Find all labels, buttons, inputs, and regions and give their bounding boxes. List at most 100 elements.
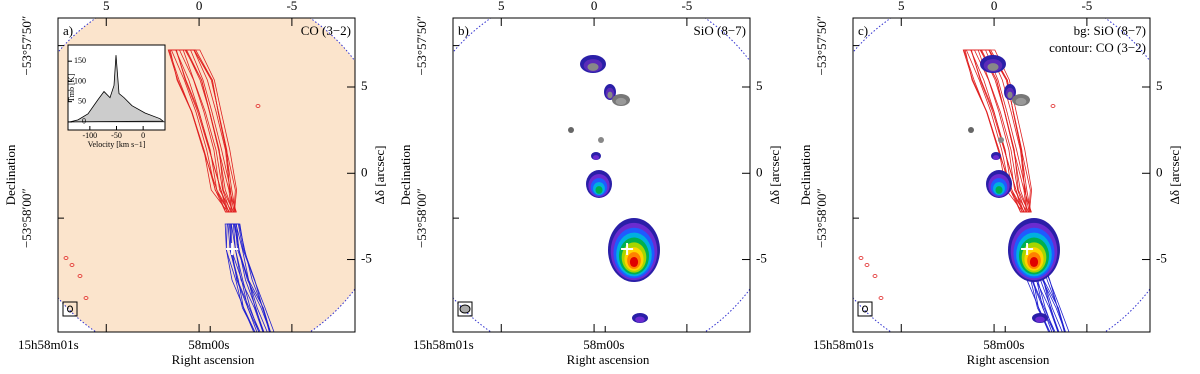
y-tick-label: 5 (1156, 78, 1163, 93)
emission (1029, 256, 1039, 268)
inset-x-label: Velocity [km s−1] (88, 140, 146, 149)
x-tick-label: 5 (103, 0, 110, 13)
x-tick-label: -5 (681, 0, 692, 13)
beam-box (62, 301, 78, 317)
spectrum (69, 55, 165, 123)
emission (635, 316, 645, 323)
ra-tick-label: 15h58m01s (18, 337, 79, 352)
x-tick-label: -5 (1081, 0, 1092, 13)
panel-label: a) (63, 23, 73, 38)
inset-y-label: Tmb [K] (67, 74, 76, 103)
frame (57, 17, 356, 333)
frame (452, 17, 751, 333)
emission (607, 91, 613, 99)
contour (230, 223, 268, 332)
ra-tick-label: 58m00s (983, 337, 1024, 352)
panel-label: b) (458, 23, 469, 38)
inset-y-tick-label: 50 (78, 96, 86, 105)
emission (1015, 97, 1027, 106)
contour (1050, 104, 1056, 108)
x-axis-label: Right ascension (967, 352, 1050, 367)
beam-box (457, 301, 473, 317)
map-panel (853, 18, 1150, 332)
emission (995, 186, 1003, 194)
contour (878, 296, 884, 300)
contour (977, 49, 1030, 213)
x-axis-label: Right ascension (172, 352, 255, 367)
emission (968, 127, 974, 133)
dec-tick-label: −53°58′00″ (414, 188, 429, 248)
inset-x-tick-label: -50 (111, 131, 122, 140)
y2-axis-label: Δδ [arcsec] (372, 146, 387, 205)
y-tick-label: 0 (756, 164, 763, 179)
contour (83, 296, 89, 300)
y-axis-label: Declination (398, 144, 413, 205)
emission (615, 97, 627, 106)
inset-y-tick-label: 150 (74, 56, 86, 65)
x-tick-label: 5 (898, 0, 905, 13)
contour (170, 49, 237, 213)
y-tick-label: -5 (1156, 251, 1167, 266)
x-tick-label: 0 (591, 0, 598, 13)
beam-ellipse (862, 305, 868, 313)
dec-tick-label: −53°58′00″ (814, 188, 829, 248)
contour (965, 49, 1032, 213)
beam-ellipse (67, 305, 73, 313)
emission (1007, 91, 1013, 99)
y-axis-label: Declination (3, 144, 18, 205)
contour (77, 274, 83, 278)
contour (230, 223, 264, 332)
dec-tick-label: −53°57′50″ (814, 16, 829, 76)
emission (568, 127, 574, 133)
ra-tick-label: 58m00s (188, 337, 229, 352)
contour (858, 256, 864, 260)
ra-tick-label: 15h58m01s (413, 337, 474, 352)
contour (182, 49, 235, 213)
contour (229, 223, 270, 332)
contour (224, 223, 275, 332)
dec-tick-label: −53°58′00″ (19, 188, 34, 248)
panel-title: bg: SiO (8−7) (1074, 23, 1146, 38)
emission (987, 63, 999, 71)
emission (587, 63, 599, 71)
emission (998, 137, 1004, 143)
inset-y-tick-label: 100 (74, 76, 86, 85)
dec-tick-label: −53°57′50″ (414, 16, 429, 76)
contour (69, 263, 75, 267)
panel-label: c) (858, 23, 868, 38)
x-tick-label: 5 (498, 0, 505, 13)
contour (872, 274, 878, 278)
inset-x-tick-label: 0 (141, 131, 145, 140)
y-tick-label: -5 (361, 251, 372, 266)
inset-x-tick-label: -100 (83, 131, 98, 140)
contour (864, 263, 870, 267)
emission (598, 137, 604, 143)
emission (593, 155, 599, 160)
emission (629, 256, 639, 268)
contour (255, 104, 261, 108)
contour (63, 256, 69, 260)
dec-tick-label: −53°57′50″ (19, 16, 34, 76)
y-tick-label: -5 (756, 251, 767, 266)
y2-axis-label: Δδ [arcsec] (1167, 146, 1182, 205)
y-tick-label: 0 (361, 164, 368, 179)
y-tick-label: 5 (756, 78, 763, 93)
panel-title: contour: CO (3−2) (1049, 40, 1146, 55)
emission (993, 155, 999, 160)
y2-axis-label: Δδ [arcsec] (767, 146, 782, 205)
beam-ellipse (459, 304, 471, 314)
frame (852, 17, 1151, 333)
y-tick-label: 0 (1156, 164, 1163, 179)
x-tick-label: 0 (991, 0, 998, 13)
y-tick-label: 5 (361, 78, 368, 93)
emission (595, 186, 603, 194)
panel-title: SiO (8−7) (694, 23, 746, 38)
panel-title: CO (3−2) (301, 23, 351, 38)
inset-y-tick-label: 0 (82, 117, 86, 126)
ra-tick-label: 15h58m01s (813, 337, 874, 352)
x-tick-label: -5 (286, 0, 297, 13)
x-axis-label: Right ascension (567, 352, 650, 367)
ra-tick-label: 58m00s (583, 337, 624, 352)
x-tick-label: 0 (196, 0, 203, 13)
